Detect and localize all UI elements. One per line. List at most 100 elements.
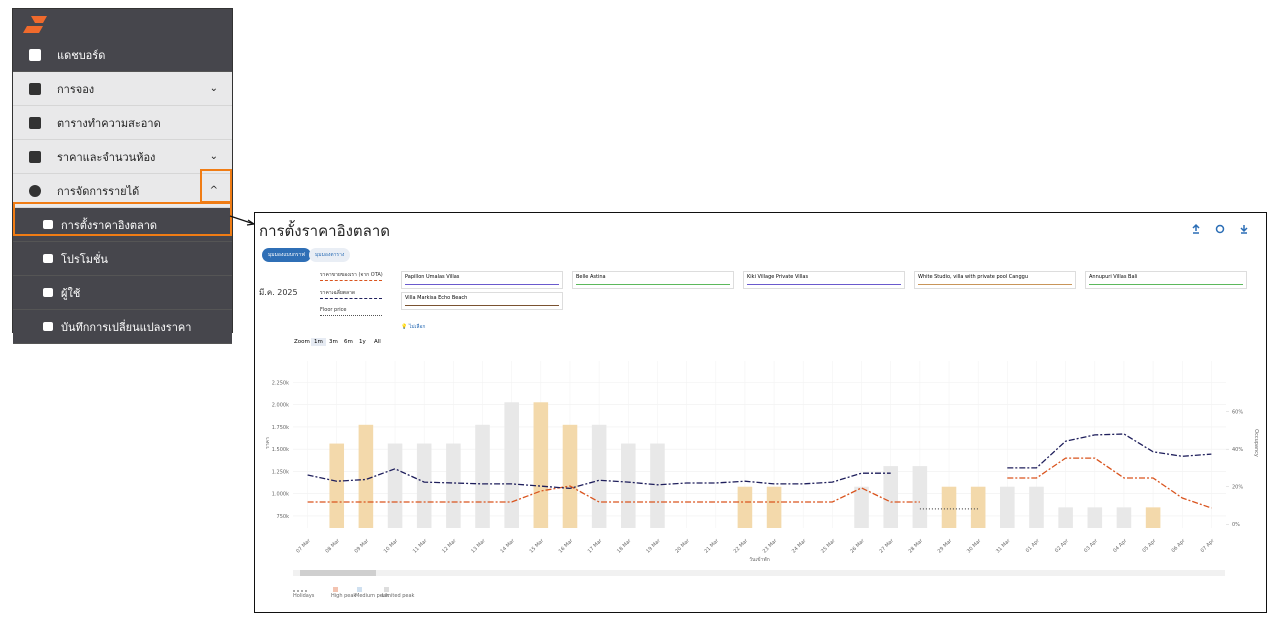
x-tick-label: 30 Mar [966, 537, 983, 554]
tab[interactable]: มุมมองแบบกราฟ [262, 248, 311, 262]
nav-label: การตั้งราคาอิงตลาด [61, 218, 158, 232]
nav-label: แดชบอร์ด [57, 49, 106, 62]
legend-line [320, 298, 382, 299]
bottom-legend-label: Holidays [293, 593, 315, 599]
competitor-card[interactable]: Kiki Village Private Villas [743, 271, 905, 289]
x-tick-label: 01 Apr [1025, 537, 1042, 554]
competitor-line [576, 284, 730, 285]
zoom-button[interactable]: 1y [359, 339, 366, 345]
competitor-line [405, 284, 559, 285]
nav-subitem[interactable]: ผู้ใช้ [13, 276, 232, 310]
y-tick-label: 1.250k [272, 469, 289, 475]
bar [1116, 507, 1132, 528]
x-tick-label: 18 Mar [616, 537, 633, 554]
x-tick-label: 12 Mar [441, 537, 458, 554]
toolbar-icons[interactable] [1192, 223, 1252, 235]
competitor-card[interactable]: White Studio, villa with private pool Ca… [914, 271, 1076, 289]
x-tick-label: 19 Mar [645, 537, 662, 554]
x-tick-label: 22 Mar [733, 537, 750, 554]
x-tick-label: 16 Mar [558, 537, 575, 554]
legend-label: ราคาขายของเรา (จาก OTA) [320, 272, 383, 278]
x-tick-label: 02 Apr [1054, 537, 1071, 554]
bar [504, 402, 519, 528]
x-tick-label: 27 Mar [878, 537, 895, 554]
nav-label: การจอง [57, 82, 95, 96]
nav-item[interactable]: ราคาและจำนวนห้อง ⌄ [13, 140, 232, 174]
zoom-label: Zoom [294, 339, 310, 345]
competitor-line [1089, 284, 1243, 285]
nav-label: ตารางทำความสะอาด [57, 116, 161, 130]
x-tick-label: 03 Apr [1083, 537, 1100, 554]
bar [387, 443, 403, 528]
x-tick-label: 20 Mar [674, 537, 691, 554]
bar [416, 443, 432, 528]
sidebar: แดชบอร์ด การจอง ⌄ ตารางทำความสะอาด ราคาแล… [12, 8, 233, 344]
competitor-line [747, 284, 901, 285]
nav-item[interactable]: การจัดการรายได้ ^ [13, 174, 232, 208]
logo [23, 16, 47, 33]
bar [446, 443, 461, 528]
nav-label: ราคาและจำนวนห้อง [57, 150, 156, 164]
bar [1000, 486, 1015, 528]
nav-label: บันทึกการเปลี่ยนแปลงราคา [61, 320, 192, 334]
tab[interactable]: มุมมองตาราง [309, 248, 351, 262]
zoom-button[interactable]: 3m [329, 339, 338, 345]
nav-label: โปรโมชั่น [61, 252, 108, 266]
nav-item[interactable]: ตารางทำความสะอาด [13, 106, 232, 140]
bar [329, 443, 345, 528]
highlight-box [13, 202, 232, 236]
bar [621, 443, 636, 528]
scrollbar-track[interactable] [293, 570, 1225, 576]
competitor-line [405, 305, 559, 306]
y-tick-label: 1.750k [272, 425, 289, 431]
chart: Holidays High peak Medium peak Limited p… [265, 361, 1259, 599]
nav-subitem[interactable]: การตั้งราคาอิงตลาด [13, 208, 232, 242]
bar [650, 443, 665, 528]
bottom-legend-label: Medium peak [355, 593, 389, 599]
bar [970, 486, 986, 528]
competitor-card[interactable]: Papillon Umalas Villas [401, 271, 563, 289]
x-tick-label: 24 Mar [791, 537, 808, 554]
nav-item[interactable]: การจอง ⌄ [13, 72, 232, 106]
nav-subitem[interactable]: โปรโมชั่น [13, 242, 232, 276]
bar [941, 486, 957, 528]
y-tick-label: 750k [277, 514, 290, 520]
bottom-legend-swatch [333, 587, 338, 592]
legend-line [320, 280, 382, 281]
x-tick-label: 10 Mar [383, 537, 400, 554]
x-axis-label: วันเข้าพัก [749, 556, 769, 563]
nav-subitem[interactable]: บันทึกการเปลี่ยนแปลงราคา [13, 310, 232, 344]
competitor-name: Papillon Umalas Villas [405, 274, 460, 280]
x-tick-label: 09 Mar [354, 537, 371, 554]
y2-tick-label: 60% [1232, 410, 1243, 416]
bar [1029, 486, 1044, 528]
nav-item[interactable]: แดชบอร์ด [13, 39, 232, 72]
legend-line [320, 315, 382, 316]
x-tick-label: 11 Mar [412, 537, 429, 554]
bar [533, 402, 549, 528]
x-tick-label: 14 Mar [499, 537, 516, 554]
zoom-button[interactable]: All [374, 339, 381, 345]
y2-axis-label: Occupancy [1253, 429, 1259, 457]
x-tick-label: 08 Mar [324, 537, 341, 554]
zoom-button[interactable]: 1m [311, 338, 326, 346]
bar [1087, 507, 1103, 528]
month-label: มี.ค. 2025 [259, 288, 298, 297]
competitor-card[interactable]: Belle Astina [572, 271, 734, 289]
x-tick-label: 28 Mar [908, 537, 925, 554]
x-tick-label: 15 Mar [529, 537, 546, 554]
x-tick-label: 05 Apr [1141, 537, 1158, 554]
bar [475, 424, 490, 528]
bar [766, 486, 782, 528]
competitor-card[interactable]: Villa Markisa Echo Beach [401, 292, 563, 310]
hint[interactable]: 💡 ไม่เลือก [401, 324, 426, 330]
scrollbar-thumb[interactable] [300, 570, 376, 576]
zoom-button[interactable]: 6m [344, 339, 353, 345]
competitor-name: White Studio, villa with private pool Ca… [918, 274, 1028, 280]
series-line [307, 457, 1212, 509]
competitor-name: Kiki Village Private Villas [747, 274, 809, 280]
competitor-card[interactable]: Annupuri Villas Bali [1085, 271, 1247, 289]
bar [912, 466, 928, 528]
